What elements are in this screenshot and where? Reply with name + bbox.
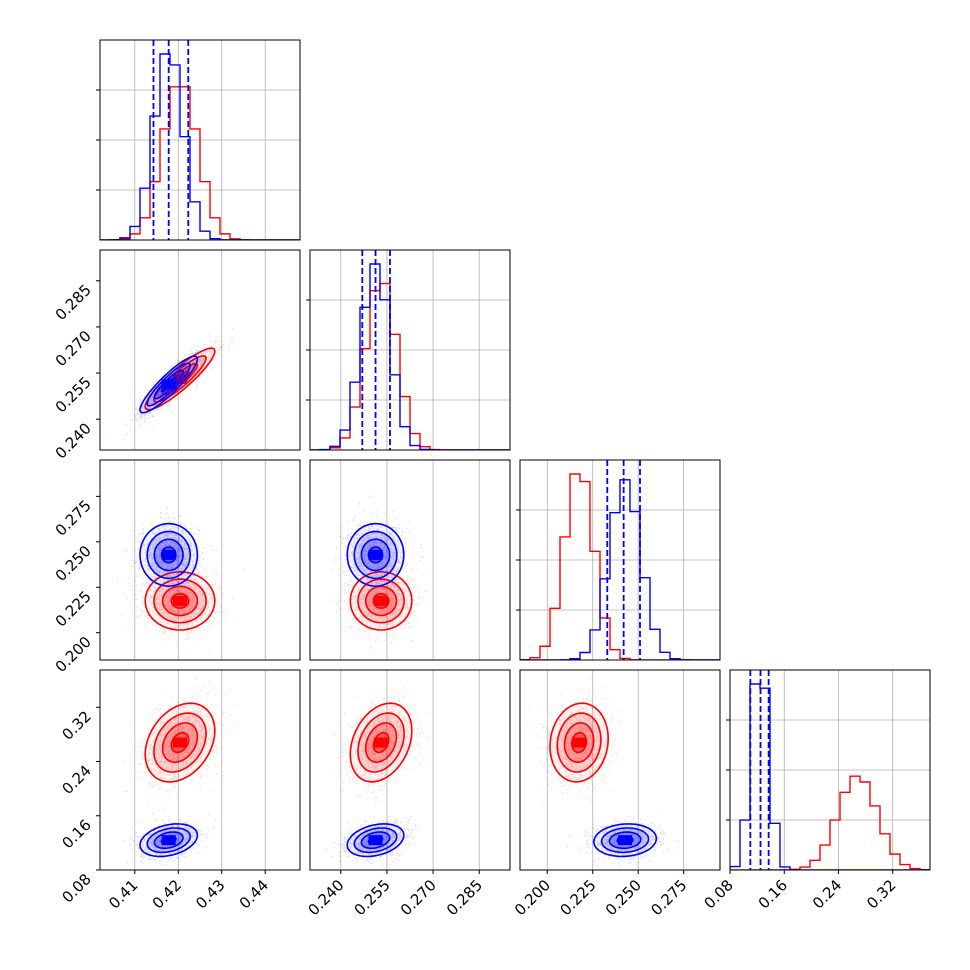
scatter-points-red bbox=[333, 676, 429, 820]
density-peak-blue bbox=[368, 835, 383, 846]
histogram-panel bbox=[730, 670, 930, 870]
x-tick-label: 0.44 bbox=[236, 876, 272, 912]
histogram-red bbox=[310, 282, 510, 450]
x-tick-label: 0.41 bbox=[105, 876, 141, 912]
x-tick-label: 0.255 bbox=[351, 876, 394, 919]
y-tick-label: 0.270 bbox=[52, 327, 95, 370]
panel-frame bbox=[99, 669, 301, 871]
density-peak-blue bbox=[368, 549, 383, 560]
y-tick-label: 0.240 bbox=[52, 419, 95, 462]
y-tick-label: 0.32 bbox=[58, 707, 94, 743]
density-peak-blue bbox=[161, 549, 176, 560]
x-tick-label: 0.270 bbox=[397, 876, 440, 919]
density-peak-red bbox=[173, 595, 187, 606]
x-tick-label: 0.275 bbox=[647, 876, 690, 919]
panel-frame bbox=[99, 249, 301, 451]
density-peak-blue bbox=[161, 379, 176, 390]
panel-frame bbox=[309, 669, 511, 871]
scatter-panel bbox=[123, 670, 266, 870]
scatter-panel bbox=[325, 670, 480, 870]
panel-frame bbox=[99, 459, 301, 661]
density-peak-red bbox=[374, 737, 389, 748]
histogram-panel bbox=[310, 250, 510, 450]
x-tick-label: 0.16 bbox=[755, 876, 791, 912]
scatter-points-red bbox=[121, 557, 245, 652]
histogram-panel bbox=[520, 460, 720, 660]
x-tick-label: 0.240 bbox=[304, 876, 347, 919]
x-tick-label: 0.250 bbox=[602, 876, 645, 919]
scatter-panel bbox=[526, 670, 685, 870]
density-peak-red bbox=[173, 737, 187, 748]
y-tick-label: 0.24 bbox=[58, 762, 94, 798]
y-tick-label: 0.225 bbox=[52, 587, 95, 630]
x-tick-label: 0.200 bbox=[511, 876, 554, 919]
y-tick-label: 0.275 bbox=[52, 496, 95, 539]
y-tick-label: 0.200 bbox=[52, 633, 95, 676]
histogram-panel bbox=[100, 40, 300, 240]
x-tick-label: 0.24 bbox=[809, 876, 845, 912]
scatter-panel bbox=[331, 460, 480, 660]
panel-frame bbox=[309, 459, 511, 661]
y-tick-label: 0.16 bbox=[58, 816, 94, 852]
scatter-panel bbox=[116, 460, 266, 660]
x-tick-label: 0.08 bbox=[700, 876, 736, 912]
density-peak-blue bbox=[161, 835, 176, 846]
y-tick-label: 0.250 bbox=[52, 542, 95, 585]
density-peak-blue bbox=[618, 835, 633, 846]
histogram-blue bbox=[310, 263, 510, 450]
x-tick-label: 0.32 bbox=[863, 876, 899, 912]
x-tick-label: 0.43 bbox=[192, 876, 228, 912]
density-peak-red bbox=[572, 737, 587, 748]
y-tick-label: 0.255 bbox=[52, 373, 95, 416]
y-tick-label: 0.08 bbox=[58, 870, 94, 906]
scatter-panel bbox=[109, 250, 266, 450]
x-tick-label: 0.285 bbox=[443, 876, 486, 919]
density-peak-red bbox=[374, 595, 389, 606]
y-tick-label: 0.285 bbox=[52, 281, 95, 324]
panel-frame bbox=[519, 669, 721, 871]
x-tick-label: 0.42 bbox=[149, 876, 185, 912]
histogram-blue bbox=[100, 53, 300, 240]
x-tick-label: 0.225 bbox=[556, 876, 599, 919]
